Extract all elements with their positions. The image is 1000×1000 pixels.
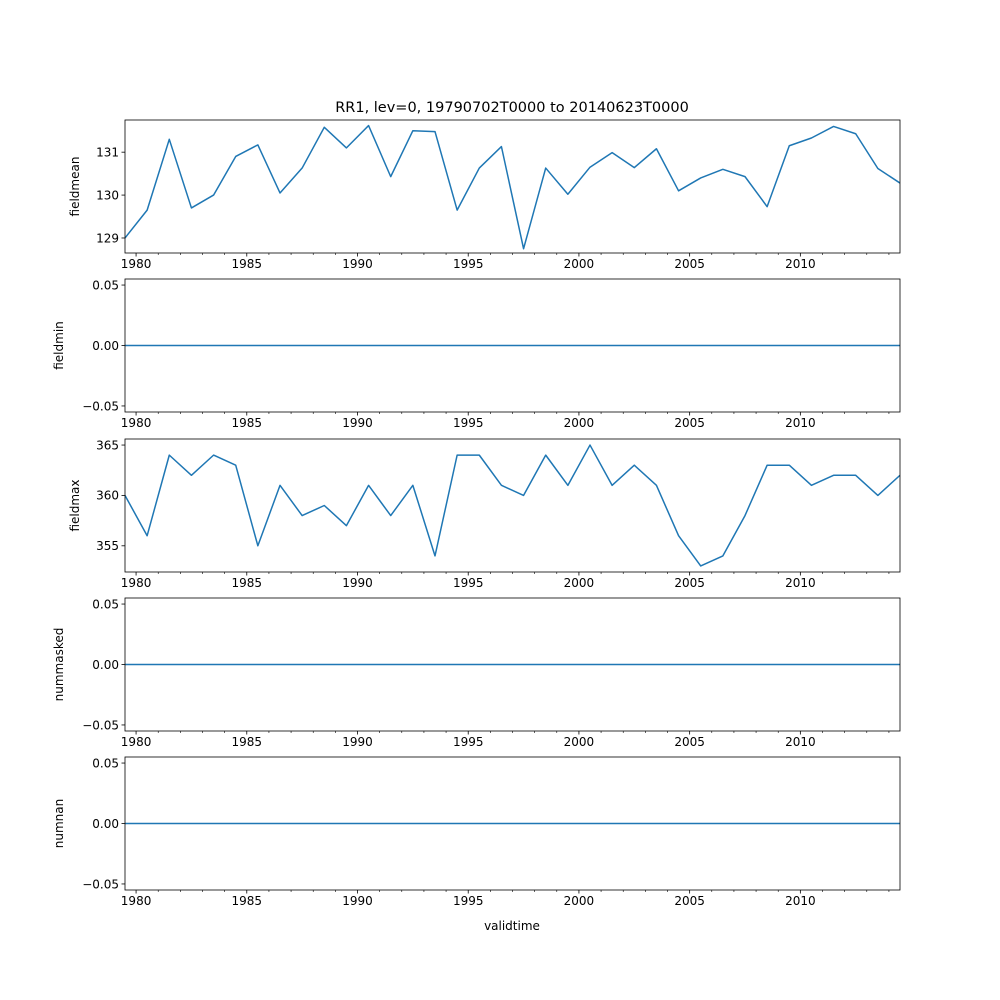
fieldmean-x-tick-label: 1995 <box>453 257 484 271</box>
fieldmin-x-tick-label: 1995 <box>453 416 484 430</box>
fieldmean-y-axis-label: fieldmean <box>68 157 82 217</box>
panels: 1980 1985 1990 1995 2000 2005 2010 129 130 131 fie… <box>52 119 901 908</box>
fieldmax-x-tick-label: 1990 <box>342 576 373 590</box>
fieldmin-y-tick-label: 0.05 <box>92 278 119 292</box>
numnan-y-tick-label: 0.00 <box>92 817 119 831</box>
fieldmean-x-tick-label: 2010 <box>785 257 816 271</box>
nummasked-x-tick-label: 1985 <box>232 735 263 749</box>
nummasked-x-tick-label: 1995 <box>453 735 484 749</box>
nummasked-x-tick-label: 2000 <box>564 735 595 749</box>
numnan-x-tick-label: 2000 <box>564 894 595 908</box>
nummasked-x-tick-label: 2010 <box>785 735 816 749</box>
fieldmin-x-tick-label: 2005 <box>674 416 705 430</box>
nummasked-x-tick-label: 1990 <box>342 735 373 749</box>
numnan-y-tick-label: 0.05 <box>92 756 119 770</box>
fieldmean-x-tick-label: 2000 <box>564 257 595 271</box>
fieldmin-x-tick-label: 1990 <box>342 416 373 430</box>
figure-title: RR1, lev=0, 19790702T0000 to 20140623T00… <box>335 100 689 116</box>
numnan-y-axis-label: numnan <box>52 799 66 848</box>
numnan-x-tick-label: 1995 <box>453 894 484 908</box>
fieldmax-series-line <box>125 444 900 567</box>
panel-numnan: 1980 1985 1990 1995 2000 2005 2010 −0.05 0.00 0.0… <box>52 756 901 908</box>
fieldmax-x-tick-label: 1985 <box>232 576 263 590</box>
fieldmax-x-tick-label: 2000 <box>564 576 595 590</box>
fieldmin-y-tick-label: 0.00 <box>92 339 119 353</box>
panel-fieldmean: 1980 1985 1990 1995 2000 2005 2010 129 130 131 fie… <box>68 119 901 271</box>
fieldmean-y-tick-label: 129 <box>96 231 119 245</box>
numnan-x-tick-label: 1980 <box>121 894 152 908</box>
fieldmin-x-tick-label: 1985 <box>232 416 263 430</box>
numnan-x-tick-label: 1990 <box>342 894 373 908</box>
fieldmin-x-tick-label: 1980 <box>121 416 152 430</box>
fieldmax-y-tick-label: 365 <box>96 438 119 452</box>
fieldmax-x-tick-label: 1995 <box>453 576 484 590</box>
panel-fieldmax: 1980 1985 1990 1995 2000 2005 2010 355 360 365 fie… <box>68 438 901 590</box>
fieldmin-y-axis-label: fieldmin <box>52 321 66 370</box>
nummasked-x-tick-label: 2005 <box>674 735 705 749</box>
nummasked-x-tick-label: 1980 <box>121 735 152 749</box>
fieldmax-x-tick-label: 1980 <box>121 576 152 590</box>
nummasked-y-tick-label: −0.05 <box>82 718 119 732</box>
fieldmax-x-tick-label: 2010 <box>785 576 816 590</box>
fieldmean-x-tick-label: 1980 <box>121 257 152 271</box>
fieldmean-series-line <box>125 124 900 250</box>
fieldmax-x-tick-label: 2005 <box>674 576 705 590</box>
fieldmean-x-tick-label: 2005 <box>674 257 705 271</box>
fieldmax-y-tick-label: 360 <box>96 489 119 503</box>
fieldmin-x-tick-label: 2000 <box>564 416 595 430</box>
x-axis-label: validtime <box>484 919 540 933</box>
panel-fieldmin: 1980 1985 1990 1995 2000 2005 2010 −0.05 0.00 0.0… <box>52 278 901 430</box>
nummasked-y-axis-label: nummasked <box>52 628 66 702</box>
fieldmean-y-tick-label: 131 <box>96 145 119 159</box>
fieldmax-y-axis-label: fieldmax <box>68 479 82 531</box>
fieldmean-x-tick-label: 1990 <box>342 257 373 271</box>
nummasked-y-tick-label: 0.00 <box>92 658 119 672</box>
fieldmax-y-tick-label: 355 <box>96 539 119 553</box>
fieldmin-x-tick-label: 2010 <box>785 416 816 430</box>
nummasked-y-tick-label: 0.05 <box>92 597 119 611</box>
numnan-x-tick-label: 1985 <box>232 894 263 908</box>
panel-nummasked: 1980 1985 1990 1995 2000 2005 2010 −0.05 0.00 0.0… <box>52 597 901 749</box>
numnan-y-tick-label: −0.05 <box>82 877 119 891</box>
numnan-x-tick-label: 2005 <box>674 894 705 908</box>
fieldmean-y-tick-label: 130 <box>96 188 119 202</box>
fieldmean-x-tick-label: 1985 <box>232 257 263 271</box>
fieldmin-y-tick-label: −0.05 <box>82 399 119 413</box>
numnan-x-tick-label: 2010 <box>785 894 816 908</box>
